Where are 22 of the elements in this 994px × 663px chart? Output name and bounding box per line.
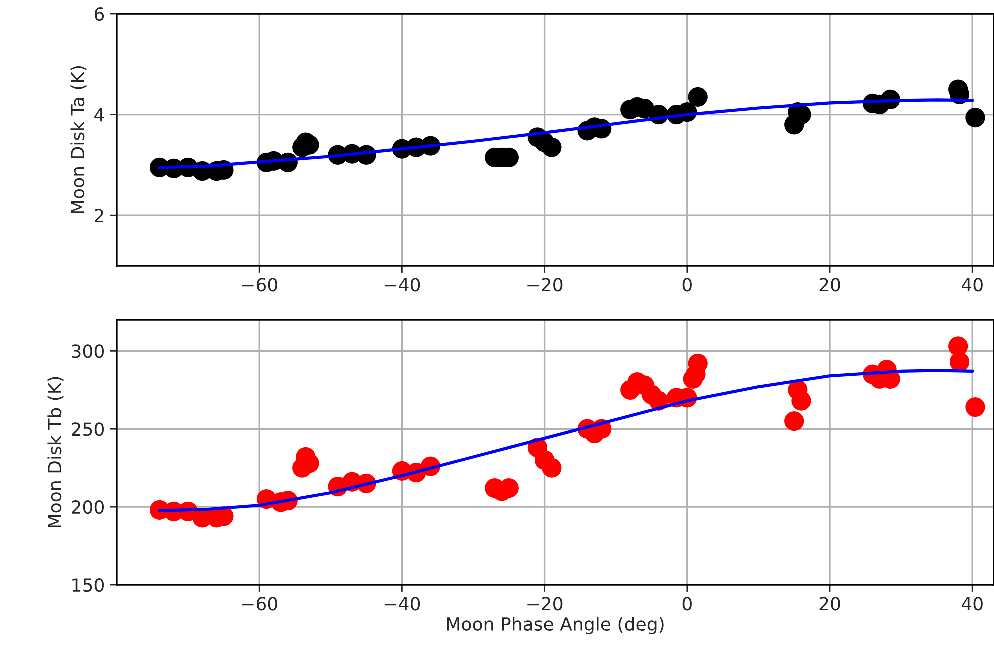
x-tick-label: 20 [820, 597, 840, 611]
y-tick-label: 200 [72, 500, 104, 514]
x-tick-label: −60 [242, 278, 278, 292]
x-tick-label: −40 [385, 278, 420, 292]
y-tick-label: 4 [94, 108, 104, 122]
x-tick-label: −60 [242, 597, 278, 611]
x-tick-label: −40 [385, 597, 420, 611]
y-tick-label: 300 [72, 344, 104, 358]
x-tick-label: 0 [682, 278, 692, 292]
y-axis-title: Moon Disk Ta (K) [70, 66, 87, 214]
y-tick-label: 150 [72, 578, 104, 592]
x-axis-title: Moon Phase Angle (deg) [447, 617, 664, 635]
x-tick-label: −20 [528, 597, 563, 611]
x-tick-label: 20 [820, 278, 840, 292]
x-tick-label: −20 [528, 278, 563, 292]
x-tick-label: 40 [962, 597, 983, 611]
y-tick-label: 6 [94, 7, 104, 22]
x-tick-label: 0 [682, 597, 692, 611]
y-tick-label: 250 [72, 422, 104, 436]
y-tick-label: 2 [95, 209, 104, 222]
y-axis-title: Moon Disk Tb (K) [48, 377, 64, 528]
x-tick-label: 40 [962, 278, 983, 292]
